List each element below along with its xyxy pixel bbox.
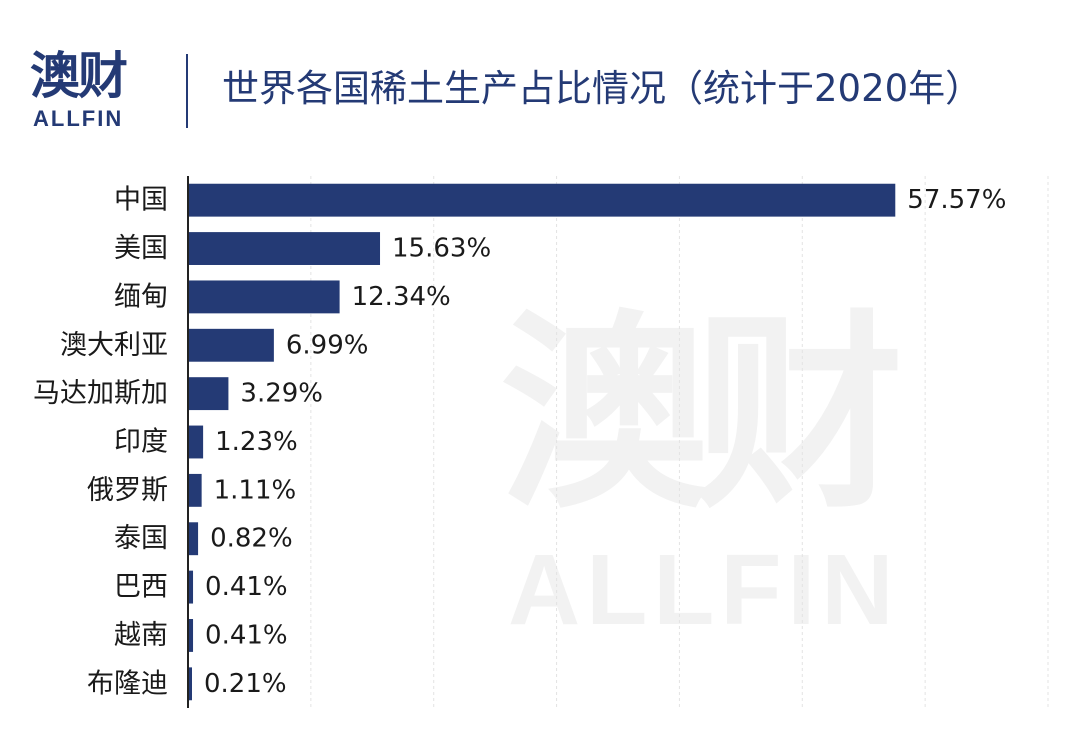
bar-8 — [188, 522, 199, 556]
category-label: 印度 — [114, 427, 168, 458]
data-label: 0.21% — [204, 669, 287, 699]
bar-9 — [188, 570, 194, 604]
category-label: 泰国 — [114, 523, 168, 554]
category-label: 美国 — [114, 233, 168, 264]
category-label: 澳大利亚 — [60, 330, 168, 361]
bar-7 — [188, 473, 202, 507]
bar-2 — [188, 232, 381, 265]
chart-title: 世界各国稀土生产占比情况（统计于2020年） — [222, 67, 983, 110]
data-label: 0.41% — [205, 572, 288, 602]
bar-11 — [188, 667, 192, 701]
brand-logo-cn: 澳财 — [30, 47, 128, 105]
data-label: 1.23% — [215, 427, 298, 457]
category-label: 越南 — [114, 620, 168, 651]
category-label: 俄罗斯 — [87, 475, 168, 506]
category-label: 巴西 — [114, 572, 168, 603]
category-label: 布隆迪 — [87, 668, 168, 699]
bar-3 — [188, 280, 340, 314]
bar-5 — [188, 377, 229, 411]
labels: 中国 57.57% 美国 15.63% 缅甸 12.34% 澳大利亚 6.99% 马达加斯加 3.… — [33, 185, 1006, 700]
data-label: 0.82% — [210, 524, 293, 554]
data-label: 12.34% — [352, 282, 451, 312]
bars — [188, 183, 896, 701]
data-label: 1.11% — [214, 475, 297, 505]
brand-logo-en: ALLFIN — [33, 106, 124, 131]
data-label: 57.57% — [907, 185, 1006, 215]
header-divider — [186, 54, 188, 128]
bar-6 — [188, 425, 204, 459]
gridlines — [310, 176, 1049, 708]
bar-10 — [188, 619, 194, 652]
data-label: 6.99% — [286, 330, 369, 360]
data-label: 3.29% — [240, 379, 323, 409]
bar-1 — [188, 183, 896, 217]
category-label: 缅甸 — [114, 281, 168, 312]
data-label: 0.41% — [205, 620, 288, 650]
category-label: 中国 — [114, 185, 168, 216]
brand-logo: 澳财 ALLFIN — [30, 44, 160, 134]
data-label: 15.63% — [392, 234, 491, 264]
category-label: 马达加斯加 — [33, 378, 168, 409]
bar-4 — [188, 328, 274, 362]
